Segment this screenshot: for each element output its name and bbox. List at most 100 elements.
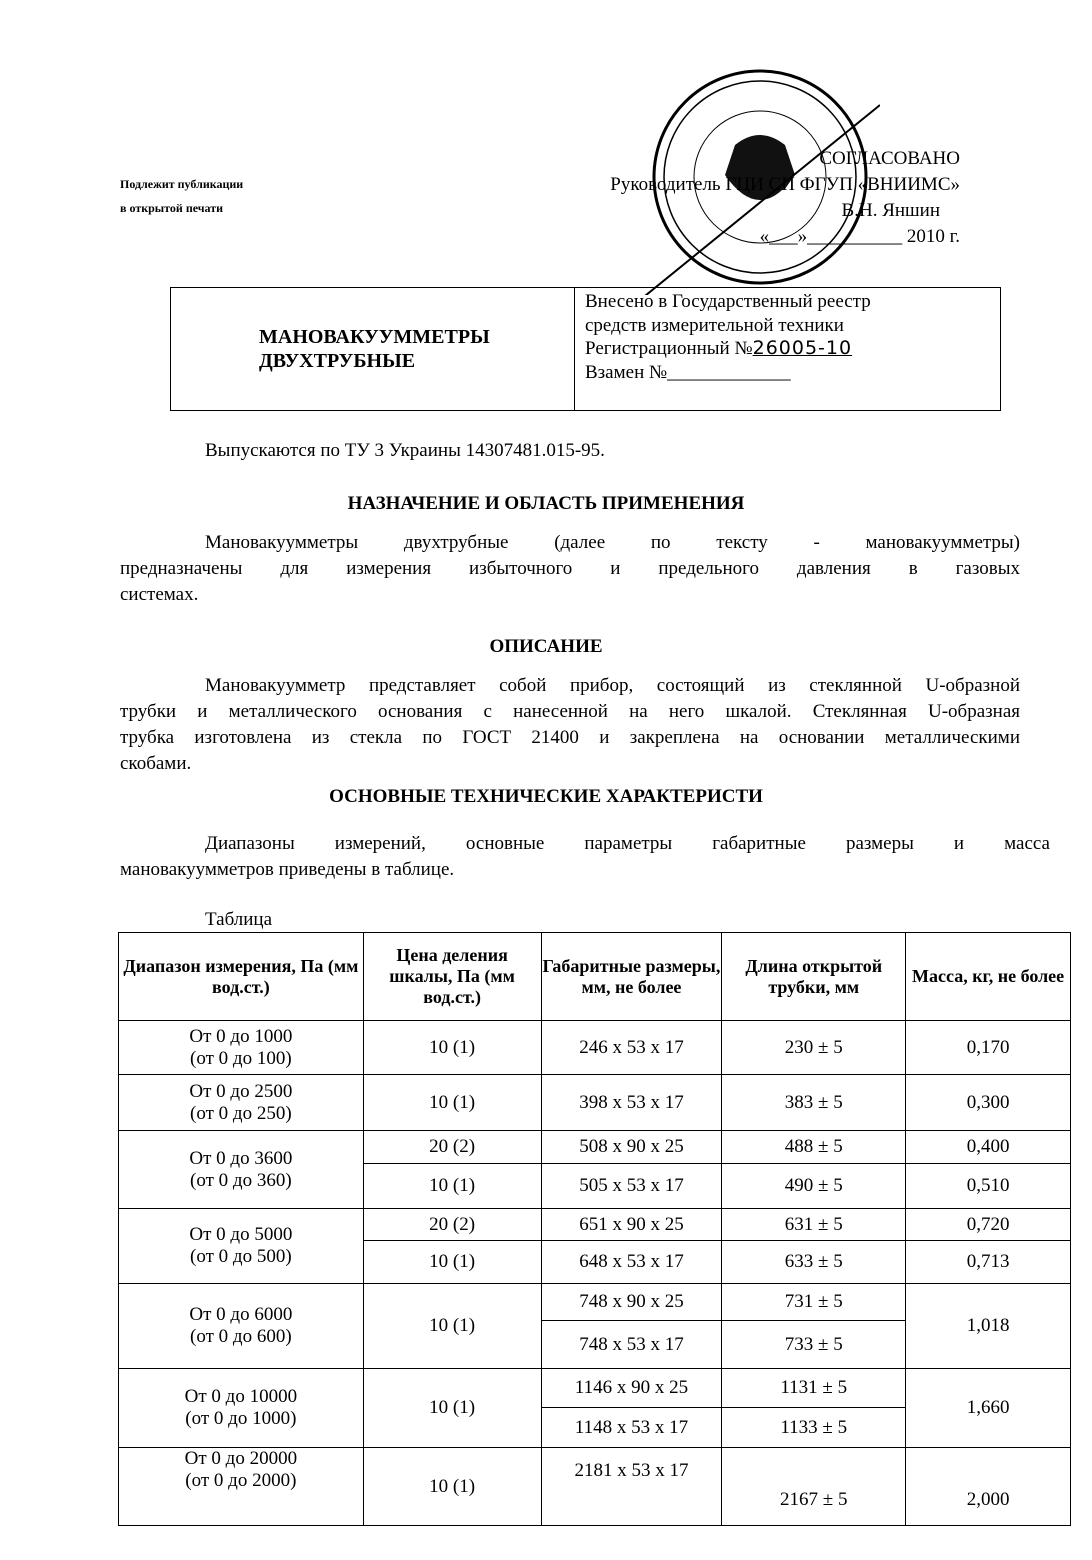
division-cell: 10 (1)	[362, 1368, 542, 1448]
publication-note-line: Подлежит публикации	[120, 177, 244, 191]
registration-number: Регистрационный №26005-10	[585, 337, 853, 359]
product-title-line: МАНОВАКУУММЕТРЫ	[259, 326, 490, 348]
eagle-emblem-icon	[725, 135, 795, 200]
column-header: Габаритные размеры, мм, не более	[540, 932, 723, 1021]
table-caption: Таблица	[205, 909, 273, 930]
mass-cell: 1,018	[905, 1283, 1071, 1369]
length-cell: 490 ± 5	[721, 1163, 907, 1209]
mass-cell: 0,170	[905, 1020, 1071, 1075]
length-cell: 383 ± 5	[721, 1074, 907, 1131]
range-cell: От 0 до 20000 (от 0 до 2000)	[118, 1447, 364, 1526]
approval-title: СОГЛАСОВАНО	[819, 148, 960, 169]
approval-name: В.Н. Яншин	[841, 200, 940, 221]
division-cell: 20 (2)	[362, 1130, 542, 1164]
approval-head: Руководитель ГЦИ СИ ФГУП «ВНИИМС»	[610, 174, 960, 195]
dimensions-cell: 246 x 53 x 17	[540, 1020, 723, 1075]
length-cell: 2167 ± 5	[721, 1447, 907, 1526]
specs-table: Диапазон измерения, Па (мм вод.ст.) Цена…	[118, 932, 1071, 1526]
dimensions-cell: 648 x 53 x 17	[540, 1240, 723, 1284]
dimensions-cell: 1146 x 90 x 25	[540, 1368, 723, 1408]
dimensions-cell: 398 x 53 x 17	[540, 1074, 723, 1131]
specs-text: Диапазоны измерений, основные параметры …	[120, 831, 1050, 883]
dimensions-cell: 748 x 90 x 25	[540, 1283, 723, 1321]
dimensions-cell: 505 x 53 x 17	[540, 1163, 723, 1209]
text-line: системах.	[120, 584, 199, 605]
mass-cell: 0,720	[905, 1208, 1071, 1241]
table-row: От 0 до 1000 (от 0 до 100) 10 (1) 246 x 5…	[118, 1020, 1071, 1075]
registry-line: средств измерительной техники	[585, 314, 844, 336]
dimensions-cell: 2181 x 53 x 17	[540, 1447, 723, 1526]
length-cell: 1131 ± 5	[721, 1368, 907, 1408]
range-cell: От 0 до 5000 (от 0 до 500)	[118, 1208, 364, 1284]
dimensions-cell: 651 x 90 x 25	[540, 1208, 723, 1241]
range-cell: От 0 до 1000 (от 0 до 100)	[118, 1020, 364, 1075]
column-header: Масса, кг, не более	[905, 932, 1071, 1021]
range-cell: От 0 до 2500 (от 0 до 250)	[118, 1074, 364, 1131]
publication-note-line: в открытой печати	[120, 201, 224, 215]
column-header: Диапазон измерения, Па (мм вод.ст.)	[118, 932, 364, 1021]
registry-info: Внесено в Государственный реестр средств…	[585, 288, 871, 384]
mass-cell: 2,000	[905, 1447, 1071, 1526]
table-row: 748 x 53 x 17 733 ± 5	[119, 1320, 1071, 1369]
text-line: скобами.	[120, 753, 192, 774]
mass-cell: 0,510	[905, 1163, 1071, 1209]
table-row: 10 (1) 648 x 53 x 17 633 ± 5 0,713	[119, 1240, 1071, 1284]
text-line: Диапазоны измерений, основные параметры …	[205, 833, 1050, 854]
range-cell: От 0 до 6000 (от 0 до 600)	[118, 1283, 364, 1369]
replaces-line: Взамен №_____________	[585, 361, 791, 383]
table-row: От 0 до 2500 (от 0 до 250) 10 (1) 398 x 5…	[118, 1074, 1071, 1131]
section-title-description: ОПИСАНИЕ	[489, 636, 603, 657]
division-cell: 10 (1)	[362, 1163, 542, 1209]
table-row: От 0 до 6000 (от 0 до 600) 10 (1) 748 x 9…	[118, 1283, 1071, 1369]
text-line: трубка изготовлена из стекла по ГОСТ 214…	[120, 727, 1020, 748]
table-row: От 0 до 20000 (от 0 до 2000) 10 (1) 2181 …	[118, 1447, 1071, 1526]
mass-cell: 0,713	[905, 1240, 1071, 1284]
official-stamp	[644, 69, 880, 295]
purpose-text: Мановакуумметры двухтрубные (далее по те…	[120, 530, 1020, 608]
registry-line: Внесено в Государственный реестр	[585, 291, 871, 312]
mass-cell: 0,400	[905, 1130, 1071, 1164]
mass-cell: 1,660	[905, 1368, 1071, 1448]
range-cell: От 0 до 10000 (от 0 до 1000)	[118, 1368, 364, 1448]
handwritten-number: 26005-10	[752, 337, 853, 359]
dimensions-cell: 1148 x 53 x 17	[540, 1407, 723, 1448]
division-cell: 10 (1)	[362, 1447, 542, 1526]
table-row: 10 (1) 505 x 53 x 17 490 ± 5 0,510	[119, 1163, 1071, 1209]
description-text: Мановакуумметр представляет собой прибор…	[120, 673, 1020, 777]
text-line: мановакуумметров приведены в таблице.	[120, 859, 455, 880]
text-line: Мановакуумметр представляет собой прибор…	[205, 675, 1020, 696]
length-cell: 230 ± 5	[721, 1020, 907, 1075]
issued-spec: Выпускаются по ТУ 3 Украины 14307481.015…	[205, 440, 605, 461]
division-cell: 10 (1)	[362, 1020, 542, 1075]
mass-cell: 0,300	[905, 1074, 1071, 1131]
table-header-row: Диапазон измерения, Па (мм вод.ст.) Цена…	[118, 932, 1071, 1021]
division-cell: 20 (2)	[362, 1208, 542, 1241]
approval-block: СОГЛАСОВАНО Руководитель ГЦИ СИ ФГУП «ВН…	[535, 146, 960, 250]
dimensions-cell: 508 x 90 x 25	[540, 1130, 723, 1164]
division-cell: 10 (1)	[362, 1283, 542, 1369]
column-header: Цена деления шкалы, Па (мм вод.ст.)	[362, 932, 542, 1021]
text-line: трубки и металлического основания с нане…	[120, 701, 1020, 722]
division-cell: 10 (1)	[362, 1074, 542, 1131]
text-line: предназначены для измерения избыточного …	[120, 558, 1020, 579]
section-title-specs: ОСНОВНЫЕ ТЕХНИЧЕСКИЕ ХАРАКТЕРИСТИ	[329, 786, 763, 807]
table-row: От 0 до 3600 (от 0 до 360) 20 (2) 508 x 9…	[118, 1130, 1071, 1209]
range-cell: От 0 до 3600 (от 0 до 360)	[118, 1130, 364, 1209]
length-cell: 631 ± 5	[721, 1208, 907, 1241]
section-title-purpose: НАЗНАЧЕНИЕ И ОБЛАСТЬ ПРИМЕНЕНИЯ	[347, 493, 745, 514]
table-row: От 0 до 10000 (от 0 до 1000) 10 (1) 1146 …	[118, 1368, 1071, 1448]
length-cell: 731 ± 5	[721, 1283, 907, 1321]
approval-date: «___»__________ 2010 г.	[759, 226, 960, 247]
table-row: 1148 x 53 x 17 1133 ± 5	[119, 1407, 1071, 1448]
length-cell: 633 ± 5	[721, 1240, 907, 1284]
table-row: От 0 до 5000 (от 0 до 500) 20 (2) 651 x 9…	[118, 1208, 1071, 1284]
length-cell: 488 ± 5	[721, 1130, 907, 1164]
division-cell: 10 (1)	[362, 1240, 542, 1284]
product-title-line: ДВУХТРУБНЫЕ	[259, 350, 416, 372]
text-line: Мановакуумметры двухтрубные (далее по те…	[205, 532, 1020, 553]
length-cell: 1133 ± 5	[721, 1407, 907, 1448]
length-cell: 733 ± 5	[721, 1320, 907, 1369]
dimensions-cell: 748 x 53 x 17	[540, 1320, 723, 1369]
column-header: Длина открытой трубки, мм	[721, 932, 907, 1021]
